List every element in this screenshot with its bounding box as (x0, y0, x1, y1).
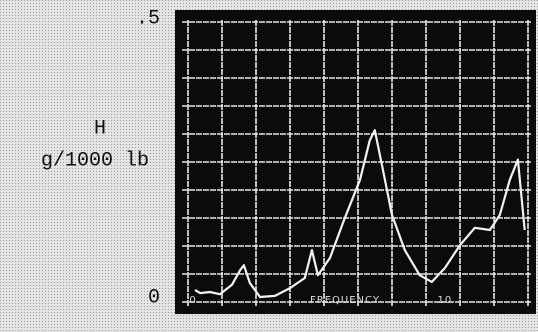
y-tick-label: .5 (136, 7, 160, 30)
x-tick-label: 0 (189, 295, 196, 306)
chart: H g/1000 lb FREQUENCY 0 .5 0 10 (0, 0, 538, 332)
y-tick-label: 0 (148, 286, 160, 309)
y-label: H (94, 117, 106, 140)
x-label: FREQUENCY (310, 295, 380, 306)
y-units: g/1000 lb (41, 149, 149, 172)
x-tick-label: 10 (437, 295, 452, 306)
